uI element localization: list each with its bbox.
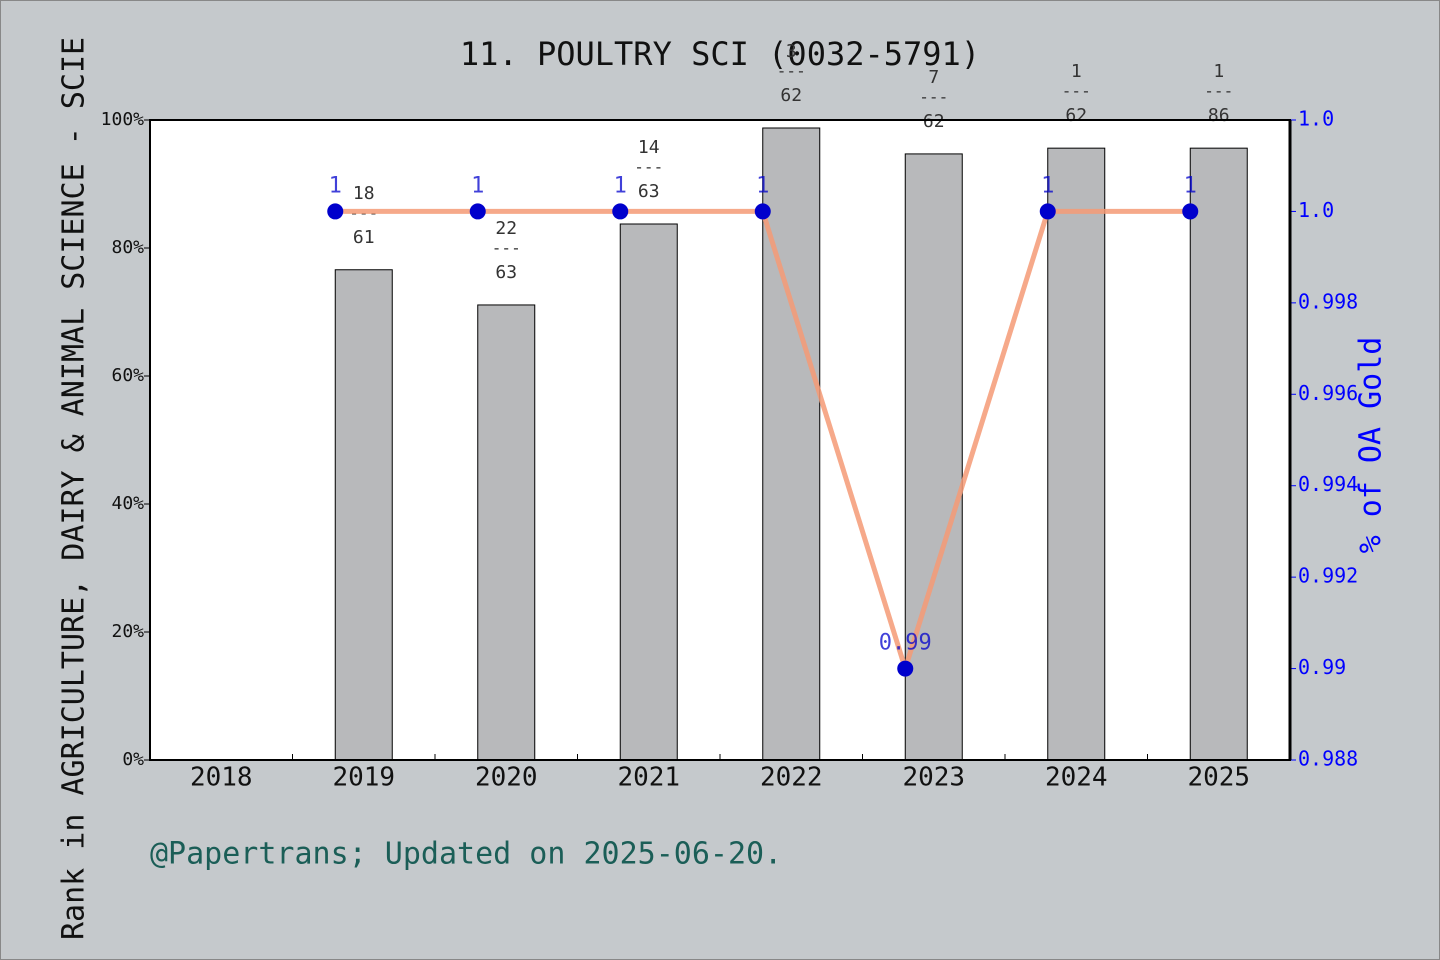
marker [1182,203,1199,220]
y-tick-label: 20% [111,621,144,642]
value-label: 0.99 [879,631,932,656]
rank-denominator: 62 [780,85,802,106]
y2-tick-label: 1.0 [1298,198,1334,222]
rank-denominator: 86 [1208,105,1230,126]
rank-denominator: 63 [495,262,517,283]
value-label: 1 [1041,173,1054,198]
chart-title: 11. POULTRY SCI (0032-5791) [460,35,980,73]
value-label: 1 [1184,173,1197,198]
value-label: 1 [329,173,342,198]
rank-denominator: 62 [923,111,945,132]
rank-denominator: 61 [353,227,375,248]
bar [619,223,678,761]
plot-area [150,120,1290,760]
y-tick-label: 40% [111,493,144,514]
marker [327,203,344,220]
y-tick-label: 80% [111,237,144,258]
footer: @Papertrans; Updated on 2025-06-20. [150,837,782,872]
value-label: 1 [756,173,769,198]
y2-tick-label: 0.996 [1298,381,1358,405]
marker [1039,203,1056,220]
y2-tick-label: 0.99 [1298,655,1346,679]
rank-numerator: 22 [495,218,517,239]
rank-separator: --- [1062,82,1091,101]
rank-separator: --- [1204,82,1233,101]
y2-axis-label: % of OA Gold [1354,337,1389,554]
x-tick-label: 2022 [760,763,823,793]
bar [477,304,536,761]
x-tick-label: 2024 [1045,763,1108,793]
bar [904,153,963,761]
x-tick-label: 2020 [475,763,538,793]
bar [1047,147,1106,761]
rank-separator: --- [777,62,806,81]
y2-tick-label: 0.988 [1298,747,1358,771]
rank-numerator: 14 [638,137,660,158]
y-tick-label: 60% [111,365,144,386]
x-tick-label: 2023 [902,763,965,793]
value-label: 1 [471,173,484,198]
x-tick-label: 2021 [617,763,680,793]
x-tick-label: 2025 [1187,763,1250,793]
rank-separator: --- [634,158,663,177]
y2-tick-label: 0.992 [1298,564,1358,588]
rank-numerator: 3 [786,41,797,62]
rank-separator: --- [492,238,521,257]
marker [897,660,914,677]
y2-tick-label: 1.0 [1298,107,1334,131]
bar [1189,147,1248,761]
x-tick-label: 2019 [332,763,395,793]
rank-denominator: 63 [638,181,660,202]
y-tick-label: 100% [101,109,145,130]
rank-separator: --- [919,87,948,106]
marker [469,203,486,220]
bar [762,127,821,761]
rank-denominator: 62 [1065,105,1087,126]
rank-numerator: 1 [1071,61,1082,82]
marker [754,203,771,220]
y-tick-label: 0% [122,749,144,770]
rank-numerator: 7 [928,67,939,88]
rank-numerator: 18 [353,183,375,204]
y2-tick-label: 0.994 [1298,472,1358,496]
bar [334,269,393,761]
marker [612,203,629,220]
rank-numerator: 1 [1213,61,1224,82]
y-axis-label: Rank in AGRICULTURE, DAIRY & ANIMAL SCIE… [57,37,92,940]
value-label: 1 [614,173,627,198]
x-tick-label: 2018 [190,763,253,793]
y2-tick-label: 0.998 [1298,289,1358,313]
